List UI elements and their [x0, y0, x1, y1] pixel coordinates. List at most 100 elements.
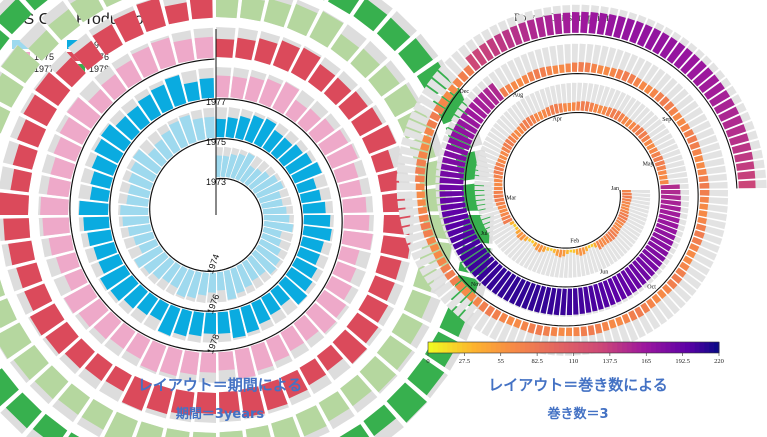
power-bar: [545, 106, 552, 117]
power-bar: [558, 64, 565, 74]
power-bar-background: [549, 249, 560, 278]
power-bar: [569, 249, 572, 253]
coal-bar-1976: [338, 91, 368, 120]
coal-bar-1973: [133, 231, 155, 246]
colorbar-tick-label: 220: [714, 358, 724, 365]
power-bar: [703, 82, 725, 100]
power-bar: [663, 101, 675, 112]
power-bar: [499, 86, 509, 98]
colorbar-segment: [452, 342, 458, 353]
power-bar: [513, 129, 522, 138]
power-bar: [494, 165, 505, 172]
colorbar-segment: [670, 342, 676, 353]
colorbar-segment: [510, 342, 516, 353]
coal-bar-1973: [186, 271, 202, 299]
colorbar-segment: [714, 342, 720, 353]
coal-bar-1973: [197, 272, 209, 296]
power-bar: [718, 106, 740, 122]
colorbar-segment: [680, 342, 686, 353]
power-bar: [597, 105, 604, 114]
coal-bar-1973: [176, 268, 195, 298]
coal-bar-1973: [241, 259, 259, 281]
coal-bar-1973: [261, 198, 283, 209]
colorbar-segment: [675, 342, 681, 353]
coal-bar-1975: [234, 347, 256, 379]
coal-bar-1976: [346, 312, 379, 344]
power-bar: [634, 127, 645, 137]
coal-bar-1973: [252, 174, 278, 194]
power-bar: [433, 250, 444, 260]
coal-bar-1976: [362, 124, 397, 154]
coal-bar-1974: [164, 75, 187, 107]
power-bar: [638, 80, 648, 91]
coal-bar-1973: [258, 238, 282, 256]
coal-bar-1976: [260, 379, 288, 411]
power-bar: [655, 222, 678, 235]
power-bar: [514, 226, 519, 231]
power-bar: [635, 256, 656, 277]
power-bar: [698, 74, 720, 93]
coal-bar-1976: [358, 294, 389, 323]
coal-bar-1977: [340, 374, 372, 407]
power-bar: [614, 221, 623, 229]
coal-bar-1978: [339, 424, 370, 437]
power-bar: [660, 204, 681, 212]
coal-bar-1973: [244, 168, 263, 187]
coal-bar-1977: [376, 335, 413, 370]
power-bar: [518, 22, 531, 43]
power-bar: [622, 195, 632, 199]
coal-bar-1973: [168, 120, 189, 149]
coal-bar-1973: [220, 155, 230, 178]
colorbar-segment: [534, 342, 541, 353]
power-bar: [686, 249, 696, 259]
power-bar: [611, 275, 627, 300]
power-bar: [495, 161, 506, 168]
coal-bar-1975: [63, 284, 98, 314]
power-bar: [722, 115, 743, 130]
coal-bar-1973: [204, 116, 215, 139]
colorbar-segment: [481, 342, 487, 353]
power-bar: [450, 130, 473, 145]
coal-bar-1975: [293, 314, 319, 342]
power-bar: [618, 214, 628, 221]
power-bar: [691, 236, 703, 246]
colorbar-segment: [525, 342, 531, 353]
power-bar: [501, 146, 511, 154]
power-bar: [471, 256, 495, 278]
power-bar: [660, 194, 681, 201]
power-bar: [632, 260, 652, 281]
coal-bar-1976: [35, 72, 71, 107]
power-bar: [572, 249, 576, 253]
coal-bar-1976: [280, 369, 308, 399]
colorbar-segment: [486, 342, 492, 353]
power-bar: [657, 170, 667, 176]
power-bar: [697, 168, 707, 176]
coal-bar-1977: [239, 0, 265, 22]
coal-bar-1976: [375, 255, 402, 280]
coal-spiral-axis: [69, 58, 343, 352]
coal-bar-1974: [203, 312, 216, 334]
power-bar: [443, 213, 469, 225]
colorbar-segment: [544, 342, 550, 353]
power-bar: [619, 208, 630, 215]
coal-bar-1974: [78, 200, 109, 215]
coal-bar-1976: [189, 0, 213, 20]
power-bar: [530, 239, 535, 244]
coal-bar-1976: [8, 240, 35, 266]
coal-bar-1977: [271, 416, 301, 437]
power-bar: [553, 103, 559, 114]
coal-bar-1974: [303, 215, 331, 227]
coal-bar-1974: [291, 257, 318, 279]
coal-bar-1975: [110, 322, 136, 350]
coal-bar-1975: [194, 36, 214, 59]
coal-bar-1977: [0, 322, 32, 359]
colorbar-tick-label: 27.5: [459, 358, 470, 365]
coal-bar-1975: [173, 38, 195, 64]
power-bar: [505, 315, 515, 326]
coal-bar-1975: [64, 268, 88, 291]
power-bar: [553, 288, 562, 316]
power-bar: [660, 184, 680, 190]
coal-bar-1973: [126, 194, 149, 207]
coal-bar-1977: [287, 3, 318, 37]
colorbar-segment: [515, 342, 521, 353]
